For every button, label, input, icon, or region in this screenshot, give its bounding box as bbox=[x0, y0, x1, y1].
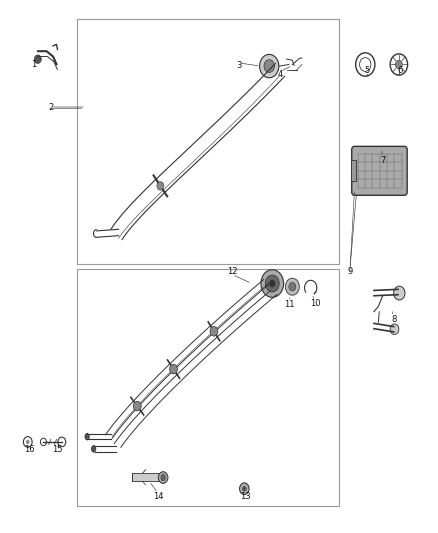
Bar bbox=[77, 19, 339, 264]
Circle shape bbox=[242, 486, 247, 491]
Text: 7: 7 bbox=[380, 156, 385, 165]
Circle shape bbox=[170, 365, 177, 374]
Bar bbox=[77, 269, 339, 506]
Circle shape bbox=[390, 324, 399, 335]
Circle shape bbox=[133, 401, 141, 411]
Text: 15: 15 bbox=[52, 446, 63, 455]
Circle shape bbox=[394, 286, 405, 300]
Circle shape bbox=[269, 280, 276, 287]
Circle shape bbox=[264, 60, 275, 72]
Circle shape bbox=[260, 54, 279, 78]
FancyBboxPatch shape bbox=[352, 147, 407, 195]
Text: 1: 1 bbox=[31, 60, 36, 69]
Text: 5: 5 bbox=[365, 67, 370, 75]
Text: 3: 3 bbox=[236, 61, 241, 70]
Ellipse shape bbox=[85, 433, 89, 440]
Text: 9: 9 bbox=[347, 268, 353, 276]
Circle shape bbox=[240, 483, 249, 495]
Ellipse shape bbox=[158, 472, 168, 483]
Text: 11: 11 bbox=[284, 300, 294, 309]
Circle shape bbox=[157, 182, 164, 190]
Text: 13: 13 bbox=[240, 491, 251, 500]
Circle shape bbox=[34, 55, 41, 63]
Circle shape bbox=[289, 282, 296, 291]
Text: 8: 8 bbox=[391, 315, 396, 324]
Text: 14: 14 bbox=[152, 491, 163, 500]
Text: 16: 16 bbox=[24, 446, 35, 455]
Circle shape bbox=[265, 275, 279, 292]
Circle shape bbox=[261, 270, 284, 297]
Text: 6: 6 bbox=[398, 67, 403, 75]
Ellipse shape bbox=[161, 474, 165, 481]
Circle shape bbox=[396, 60, 403, 69]
Circle shape bbox=[210, 327, 218, 336]
Text: 2: 2 bbox=[48, 102, 53, 111]
Circle shape bbox=[286, 278, 299, 295]
Text: 4: 4 bbox=[278, 70, 283, 78]
Bar bbox=[351, 160, 356, 181]
Bar bbox=[132, 473, 160, 481]
Text: 12: 12 bbox=[227, 268, 237, 276]
Text: 10: 10 bbox=[310, 299, 320, 308]
Ellipse shape bbox=[92, 446, 96, 452]
Circle shape bbox=[26, 440, 29, 444]
